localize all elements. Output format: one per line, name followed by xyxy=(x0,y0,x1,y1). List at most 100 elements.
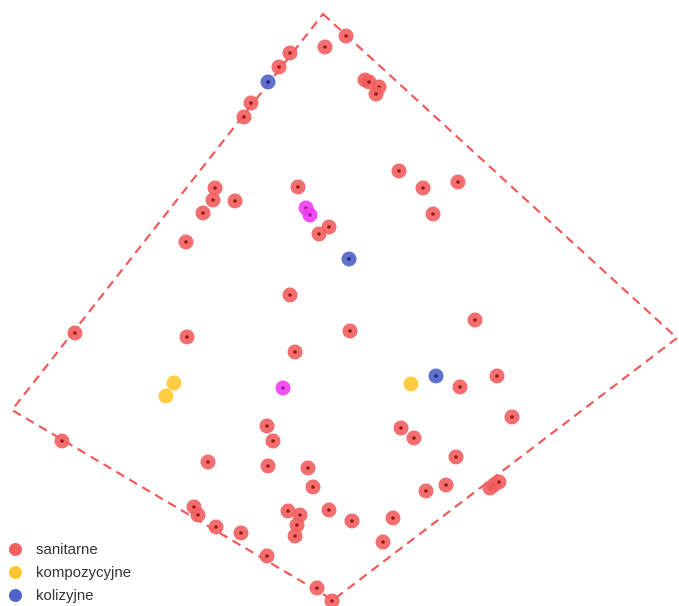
tree-marker-sanitarne[interactable] xyxy=(438,477,454,493)
tree-marker-sanitarne[interactable] xyxy=(305,479,321,495)
tree-marker-sanitarne[interactable] xyxy=(227,193,243,209)
tree-marker-center-dot xyxy=(266,464,270,468)
tree-marker-kompozycyjne[interactable] xyxy=(158,388,174,404)
tree-marker-center-dot xyxy=(249,101,253,105)
tree-marker-center-dot xyxy=(308,213,312,217)
tree-marker-sanitarne[interactable] xyxy=(309,580,325,596)
tree-marker-center-dot xyxy=(510,415,514,419)
tree-marker-sanitarne[interactable] xyxy=(287,528,303,544)
tree-marker-sanitarne[interactable] xyxy=(452,379,468,395)
tree-marker-sanitarne[interactable] xyxy=(233,525,249,541)
tree-marker-sanitarne[interactable] xyxy=(282,287,298,303)
tree-marker-sanitarne[interactable] xyxy=(344,513,360,529)
legend-label-kolizyjne: kolizyjne xyxy=(36,587,94,604)
tree-marker-kompozycyjne[interactable] xyxy=(166,375,182,391)
tree-marker-circle xyxy=(166,375,182,391)
tree-marker-sanitarne[interactable] xyxy=(190,507,206,523)
tree-marker-sanitarne[interactable] xyxy=(489,368,505,384)
tree-marker-kompozycyjne[interactable] xyxy=(403,376,419,392)
tree-marker-sanitarne[interactable] xyxy=(450,174,466,190)
tree-marker-sanitarne[interactable] xyxy=(324,593,340,606)
tree-marker-center-dot xyxy=(473,318,477,322)
tree-marker-center-dot xyxy=(421,186,425,190)
tree-marker-sanitarne[interactable] xyxy=(391,163,407,179)
tree-marker-sanitarne[interactable] xyxy=(265,433,281,449)
tree-marker-center-dot xyxy=(367,80,371,84)
tree-marker-sanitarne[interactable] xyxy=(406,430,422,446)
tree-marker-kolizyjne[interactable] xyxy=(428,368,444,384)
tree-marker-sanitarne[interactable] xyxy=(208,519,224,535)
legend-label-sanitarne: sanitarne xyxy=(36,541,98,558)
tree-marker-sanitarne[interactable] xyxy=(300,460,316,476)
tree-marker-sanitarne[interactable] xyxy=(207,180,223,196)
tree-marker-center-dot xyxy=(454,455,458,459)
tree-marker-center-dot xyxy=(397,169,401,173)
tree-marker-center-dot xyxy=(458,385,462,389)
tree-marker-center-dot xyxy=(201,211,205,215)
tree-marker-center-dot xyxy=(311,485,315,489)
tree-marker-center-dot xyxy=(185,335,189,339)
tree-marker-magenta[interactable] xyxy=(275,380,291,396)
tree-marker-sanitarne[interactable] xyxy=(415,180,431,196)
tree-marker-sanitarne[interactable] xyxy=(418,483,434,499)
tree-marker-center-dot xyxy=(431,212,435,216)
tree-marker-sanitarne[interactable] xyxy=(385,510,401,526)
tree-marker-center-dot xyxy=(281,386,285,390)
tree-marker-sanitarne[interactable] xyxy=(448,449,464,465)
tree-marker-center-dot xyxy=(242,115,246,119)
tree-marker-sanitarne[interactable] xyxy=(243,95,259,111)
legend-label-kompozycyjne: kompozycyjne xyxy=(36,564,132,581)
tree-marker-center-dot xyxy=(348,329,352,333)
tree-marker-sanitarne[interactable] xyxy=(200,454,216,470)
tree-marker-center-dot xyxy=(206,460,210,464)
tree-marker-sanitarne[interactable] xyxy=(311,226,327,242)
tree-marker-sanitarne[interactable] xyxy=(290,179,306,195)
tree-marker-sanitarne[interactable] xyxy=(467,312,483,328)
tree-marker-sanitarne[interactable] xyxy=(259,418,275,434)
tree-marker-sanitarne[interactable] xyxy=(178,234,194,250)
tree-marker-sanitarne[interactable] xyxy=(260,458,276,474)
tree-marker-center-dot xyxy=(344,34,348,38)
tree-marker-magenta[interactable] xyxy=(302,207,318,223)
tree-marker-center-dot xyxy=(60,439,64,443)
tree-marker-sanitarne[interactable] xyxy=(205,192,221,208)
tree-marker-center-dot xyxy=(330,599,334,603)
tree-marker-sanitarne[interactable] xyxy=(368,86,384,102)
tree-marker-sanitarne[interactable] xyxy=(179,329,195,345)
tree-marker-sanitarne[interactable] xyxy=(259,548,275,564)
legend-item-sanitarne: sanitarne xyxy=(8,538,131,561)
tree-marker-center-dot xyxy=(347,257,351,261)
tree-marker-kolizyjne[interactable] xyxy=(341,251,357,267)
tree-marker-sanitarne[interactable] xyxy=(54,433,70,449)
tree-marker-sanitarne[interactable] xyxy=(375,534,391,550)
tree-marker-circle xyxy=(403,376,419,392)
tree-marker-center-dot xyxy=(288,293,292,297)
tree-marker-center-dot xyxy=(323,45,327,49)
tree-marker-sanitarne[interactable] xyxy=(491,474,507,490)
tree-marker-kolizyjne[interactable] xyxy=(260,74,276,90)
markers-layer[interactable] xyxy=(54,28,520,606)
tree-marker-sanitarne[interactable] xyxy=(425,206,441,222)
tree-marker-center-dot xyxy=(73,331,77,335)
tree-marker-sanitarne[interactable] xyxy=(271,59,287,75)
legend-item-kolizyjne: kolizyjne xyxy=(8,584,131,606)
tree-marker-sanitarne[interactable] xyxy=(393,420,409,436)
tree-marker-sanitarne[interactable] xyxy=(67,325,83,341)
tree-marker-sanitarne[interactable] xyxy=(287,344,303,360)
tree-marker-center-dot xyxy=(295,523,299,527)
tree-marker-sanitarne[interactable] xyxy=(280,503,296,519)
tree-marker-sanitarne[interactable] xyxy=(321,502,337,518)
tree-marker-sanitarne[interactable] xyxy=(317,39,333,55)
tree-marker-sanitarne[interactable] xyxy=(504,409,520,425)
tree-marker-sanitarne[interactable] xyxy=(195,205,211,221)
tree-marker-sanitarne[interactable] xyxy=(236,109,252,125)
tree-marker-center-dot xyxy=(350,519,354,523)
tree-marker-sanitarne[interactable] xyxy=(342,323,358,339)
tree-marker-sanitarne[interactable] xyxy=(338,28,354,44)
tree-marker-center-dot xyxy=(391,516,395,520)
tree-marker-center-dot xyxy=(495,374,499,378)
tree-marker-center-dot xyxy=(456,180,460,184)
tree-marker-sanitarne[interactable] xyxy=(282,45,298,61)
